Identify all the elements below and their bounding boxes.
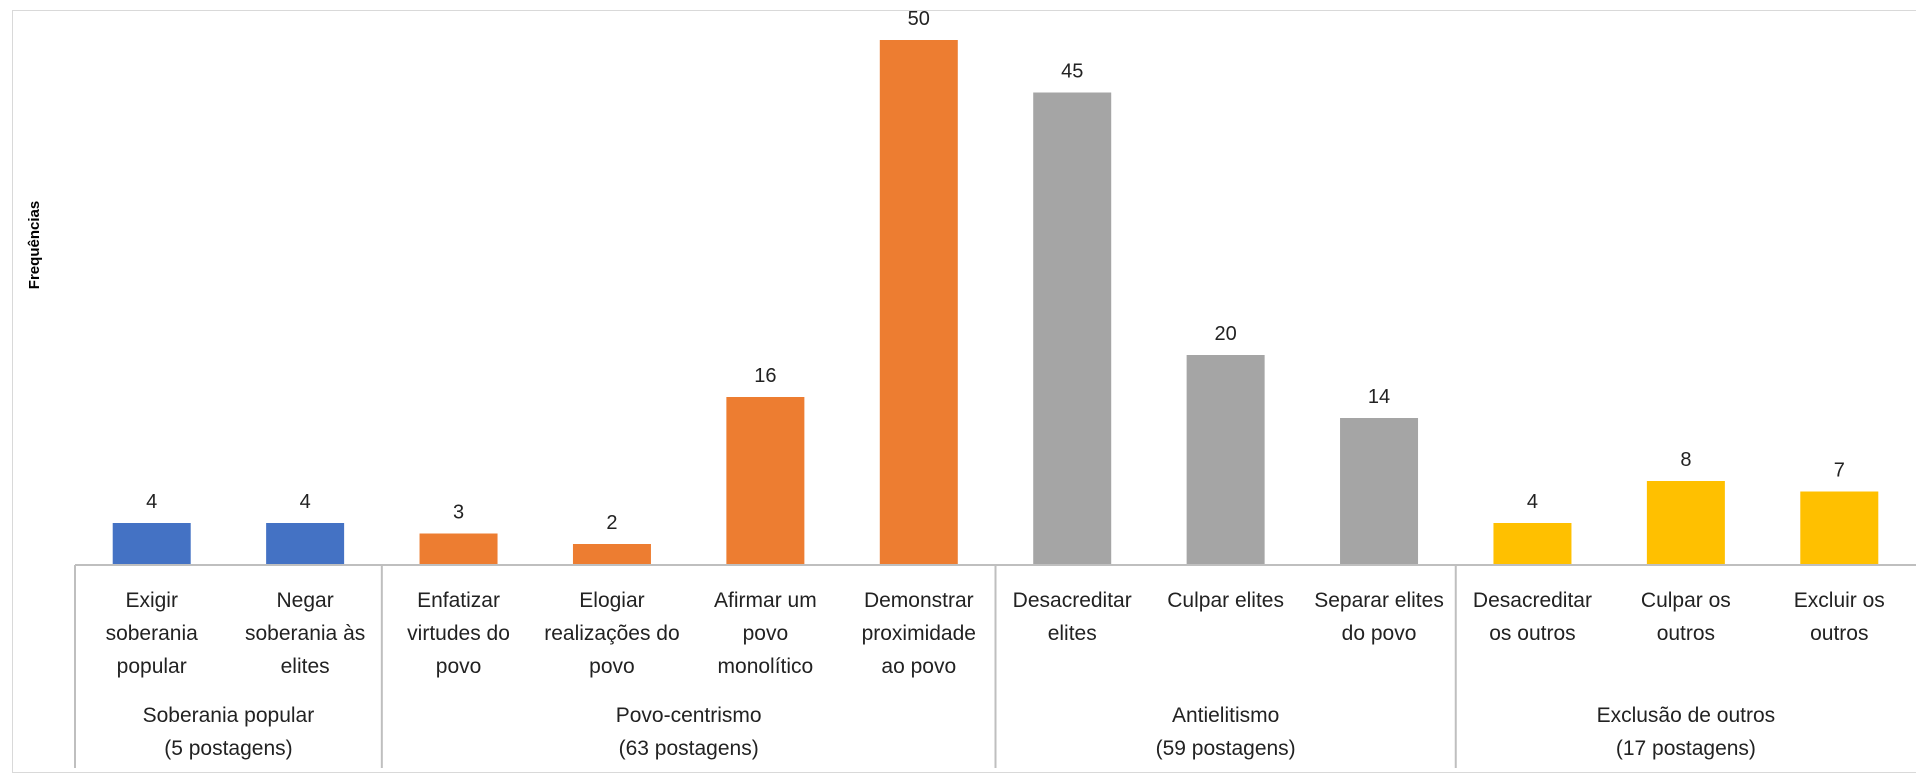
category-label: proximidade: [862, 622, 976, 645]
category-label: outros: [1810, 622, 1868, 645]
group-label: Antielitismo: [1172, 704, 1279, 727]
bar: [1646, 481, 1725, 565]
data-label: 7: [1834, 460, 1845, 482]
bar: [879, 40, 958, 565]
category-label: povo: [436, 655, 482, 678]
group-sublabel: (17 postagens): [1616, 737, 1756, 760]
data-label: 4: [146, 491, 157, 513]
data-label: 4: [300, 491, 311, 513]
y-axis-label: Frequências: [26, 201, 43, 289]
category-label: virtudes do: [407, 622, 510, 645]
data-label: 8: [1680, 449, 1691, 471]
bar: [572, 544, 651, 565]
bar: [419, 533, 498, 565]
bar: [112, 523, 191, 565]
bar: [1033, 92, 1112, 565]
category-label: Afirmar um: [714, 589, 817, 612]
data-label: 45: [1061, 61, 1083, 83]
bar: [1340, 418, 1419, 565]
category-label: outros: [1657, 622, 1715, 645]
category-label: Enfatizar: [417, 589, 500, 612]
category-label: Culpar elites: [1167, 589, 1284, 612]
category-label: Excluir os: [1794, 589, 1885, 612]
chart-frame: [12, 10, 1916, 773]
category-label: povo: [589, 655, 635, 678]
category-label: Desacreditar: [1473, 589, 1592, 612]
category-label: Elogiar: [579, 589, 644, 612]
category-label: Exigir: [125, 589, 178, 612]
category-label: Desacreditar: [1013, 589, 1132, 612]
category-label: soberania às: [245, 622, 365, 645]
category-label: os outros: [1489, 622, 1575, 645]
category-label: monolítico: [718, 655, 814, 678]
group-label: Soberania popular: [143, 704, 315, 727]
bar: [726, 397, 805, 565]
bar: [1800, 491, 1879, 565]
category-label: realizações do: [544, 622, 679, 645]
data-label: 14: [1368, 386, 1390, 408]
group-sublabel: (5 postagens): [164, 737, 292, 760]
group-sublabel: (59 postagens): [1156, 737, 1296, 760]
data-label: 2: [606, 512, 617, 534]
data-label: 3: [453, 502, 464, 524]
data-label: 16: [754, 365, 776, 387]
data-label: 20: [1215, 323, 1237, 345]
group-sublabel: (63 postagens): [619, 737, 759, 760]
category-label: ao povo: [881, 655, 956, 678]
data-label: 4: [1527, 491, 1538, 513]
group-label: Exclusão de outros: [1597, 704, 1776, 727]
category-label: popular: [117, 655, 187, 678]
category-label: Culpar os: [1641, 589, 1731, 612]
category-label: elites: [281, 655, 330, 678]
group-label: Povo-centrismo: [616, 704, 762, 727]
bar: [1186, 355, 1265, 565]
bar: [1493, 523, 1572, 565]
bar: [266, 523, 345, 565]
category-label: povo: [743, 622, 789, 645]
category-label: Separar elites: [1314, 589, 1444, 612]
category-label: Negar: [277, 589, 334, 612]
data-label: 50: [908, 8, 930, 30]
category-label: Demonstrar: [864, 589, 974, 612]
category-label: elites: [1048, 622, 1097, 645]
category-label: do povo: [1342, 622, 1417, 645]
category-label: soberania: [106, 622, 199, 645]
